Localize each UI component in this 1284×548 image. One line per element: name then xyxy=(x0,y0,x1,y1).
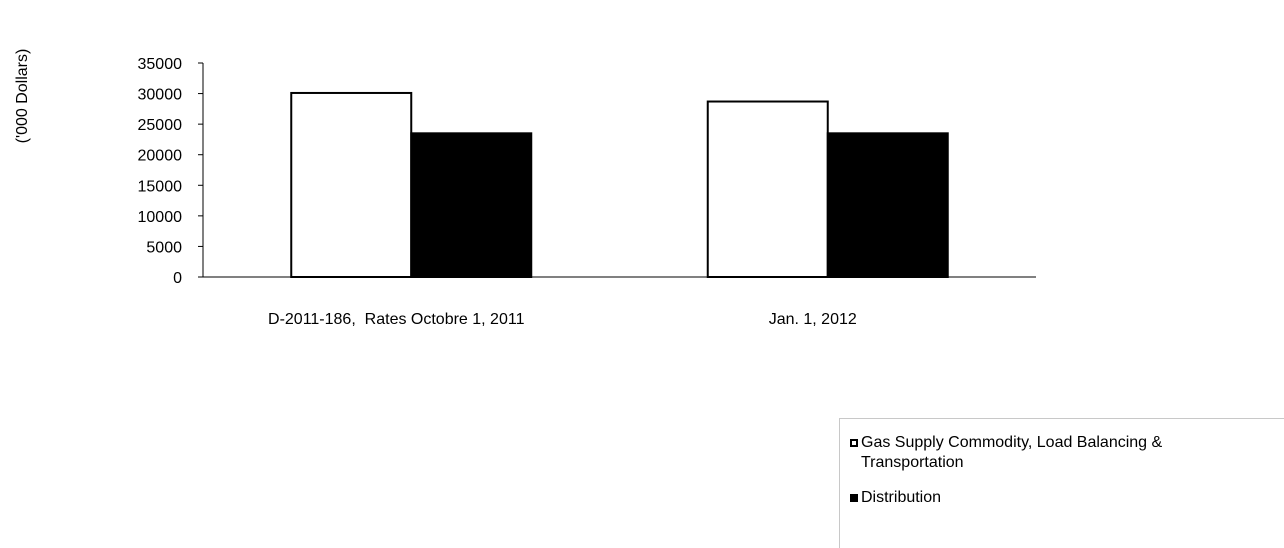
bar-distribution-1 xyxy=(826,132,949,278)
x-category-labels: D-2011-186, Rates Octobre 1, 2011 Jan. 1,… xyxy=(268,311,857,328)
y-tick-label: 5000 xyxy=(146,239,182,256)
x-category-label: Jan. 1, 2012 xyxy=(769,311,857,328)
bar-gas-supply-0 xyxy=(290,91,413,278)
y-tick-label: 35000 xyxy=(138,56,183,73)
legend-label-distribution: Distribution xyxy=(861,489,942,506)
y-tick-labels: 0 5000 10000 15000 20000 25000 30000 35000 xyxy=(138,56,203,287)
y-tick-label: 10000 xyxy=(138,209,183,226)
bar-distribution-0 xyxy=(410,132,533,278)
y-tick-label: 30000 xyxy=(138,87,183,104)
legend-swatch-distribution xyxy=(850,494,858,502)
bar-chart: 0 5000 10000 15000 20000 25000 30000 35000 D-20… xyxy=(14,49,1036,328)
legend-label-gas-supply: Gas Supply Commodity, Load Balancing & T… xyxy=(861,434,1163,471)
bar-gas-supply-1 xyxy=(706,100,829,278)
legend-item-distribution: Distribution xyxy=(850,488,1261,508)
legend-item-gas-supply: Gas Supply Commodity, Load Balancing & T… xyxy=(850,433,1261,473)
y-tick-label: 15000 xyxy=(138,178,183,195)
legend-swatch-gas-supply xyxy=(850,439,858,447)
y-axis-label: ('000 Dollars) xyxy=(14,49,31,144)
y-tick-label: 20000 xyxy=(138,148,183,165)
chart-legend: Gas Supply Commodity, Load Balancing & T… xyxy=(839,418,1284,548)
chart-bars xyxy=(290,91,949,278)
x-category-label: D-2011-186, Rates Octobre 1, 2011 xyxy=(268,311,525,328)
y-tick-label: 0 xyxy=(173,270,182,287)
y-tick-label: 25000 xyxy=(138,117,183,134)
